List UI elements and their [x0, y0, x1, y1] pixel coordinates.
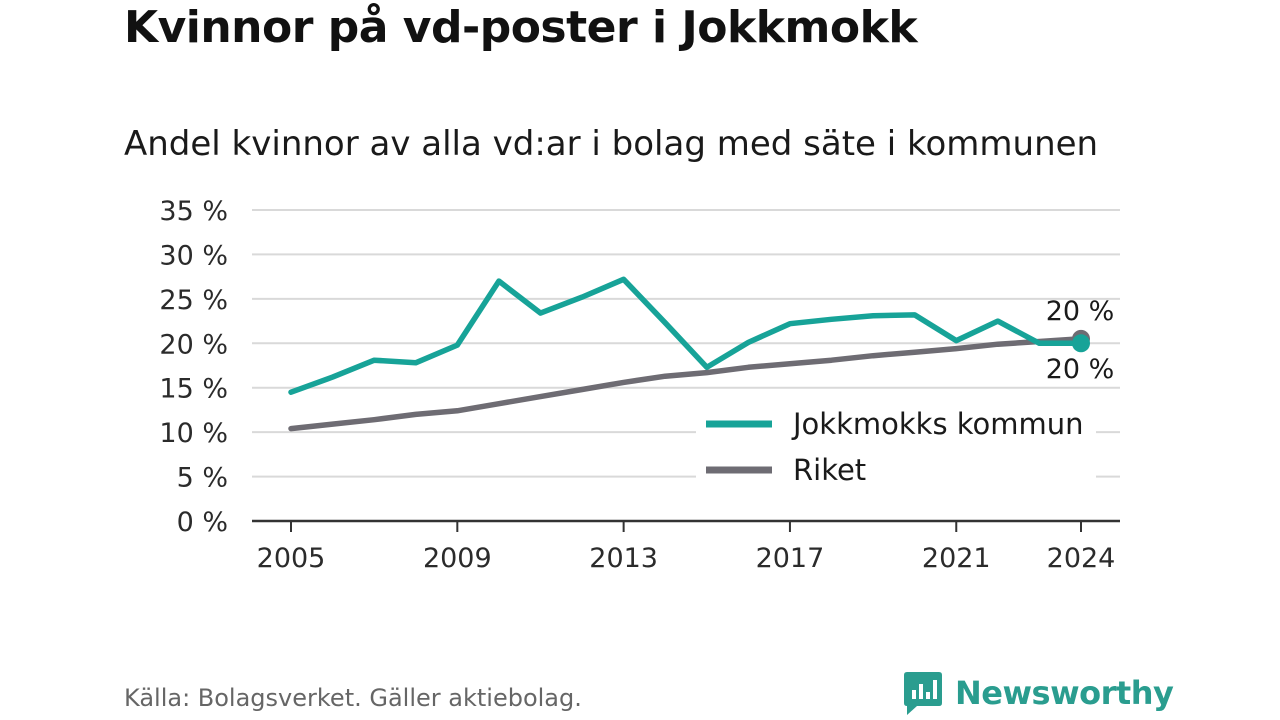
- end-label: 20 %: [1046, 296, 1115, 327]
- x-tick-label: 2024: [1047, 543, 1116, 574]
- x-axis-ticks: 2005 2009 2013 2017 2021 2024: [252, 519, 1120, 574]
- x-tick-label: 2017: [756, 543, 825, 574]
- y-tick-label: 0 %: [177, 507, 228, 538]
- y-tick-label: 20 %: [159, 329, 228, 360]
- series-line: [288, 276, 1084, 395]
- x-tick-label: 2009: [423, 543, 492, 574]
- brand-logo: Newsworthy: [903, 670, 1174, 716]
- brand-name: Newsworthy: [955, 674, 1174, 712]
- legend-label: Riket: [793, 453, 866, 487]
- newsworthy-logo-icon: [904, 672, 942, 715]
- x-tick-label: 2013: [589, 543, 658, 574]
- series-line: [288, 336, 1084, 432]
- y-tick-label: 25 %: [159, 285, 228, 316]
- legend: Jokkmokks kommun Riket: [696, 403, 1096, 493]
- chart-title: Kvinnor på vd-poster i Jokkmokk: [124, 2, 918, 53]
- y-tick-label: 5 %: [177, 463, 228, 494]
- chart-subtitle: Andel kvinnor av alla vd:ar i bolag med …: [124, 124, 1099, 164]
- x-tick-label: 2021: [922, 543, 991, 574]
- line-chart: 0 %5 %10 %15 %20 %25 %30 %35 % 2005 2009 2…: [159, 196, 1120, 574]
- y-tick-label: 30 %: [159, 240, 228, 271]
- end-label: 20 %: [1046, 354, 1115, 385]
- legend-background: [696, 403, 1096, 493]
- y-tick-label: 15 %: [159, 374, 228, 405]
- legend-label: Jokkmokks kommun: [791, 407, 1084, 441]
- series-lines: [288, 276, 1084, 432]
- y-axis-ticks: 0 % 5 % 10 % 15 % 20 % 25 % 30 % 35 %: [159, 196, 228, 538]
- y-tick-label: 10 %: [159, 418, 228, 449]
- end-marker: [1072, 334, 1090, 353]
- source-note: Källa: Bolagsverket. Gäller aktiebolag.: [124, 684, 582, 712]
- y-tick-label: 35 %: [159, 196, 228, 227]
- end-labels: 20 % 20 %: [1046, 296, 1115, 385]
- x-tick-label: 2005: [257, 543, 326, 574]
- grid-lines: [252, 209, 1120, 478]
